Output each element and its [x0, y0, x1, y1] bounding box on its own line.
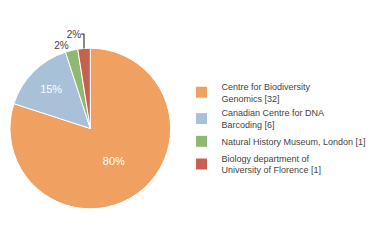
svg-text:Canadian Centre for DNABarcodi: Canadian Centre for DNABarcoding [6] — [222, 108, 325, 130]
svg-text:Centre for BiodiversityGenomic: Centre for BiodiversityGenomics [32] — [222, 82, 311, 104]
svg-text:Natural History Museum, London: Natural History Museum, London [1] — [222, 137, 366, 147]
svg-text:80%: 80% — [103, 155, 125, 167]
svg-text:2%: 2% — [54, 40, 69, 51]
svg-text:Biology department ofUniversit: Biology department ofUniversity of Flore… — [222, 154, 322, 176]
svg-text:2%: 2% — [67, 29, 82, 40]
svg-text:15%: 15% — [40, 83, 62, 95]
